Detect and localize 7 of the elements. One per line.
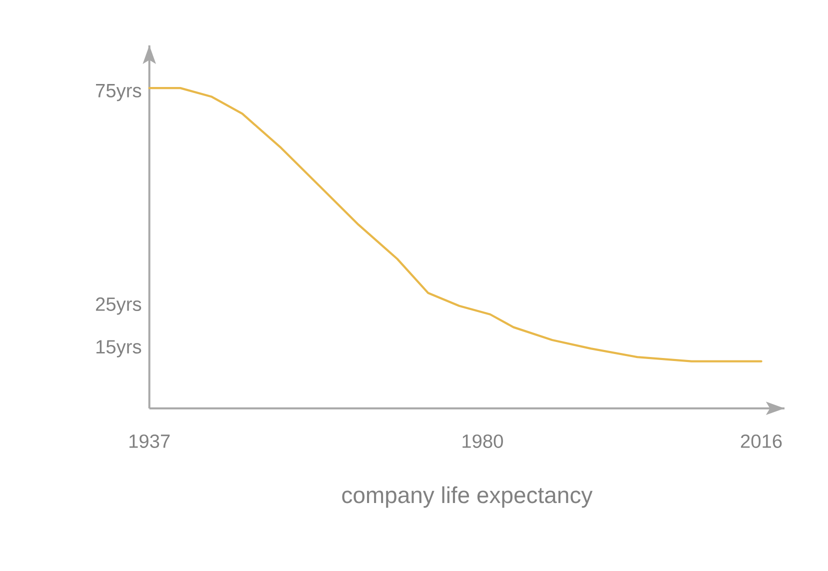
x-axis-title: company life expectancy — [342, 486, 593, 508]
x-tick-label: 1980 — [462, 434, 503, 448]
y-tick-label: 25yrs — [96, 297, 142, 315]
y-tick-label: 15yrs — [96, 340, 142, 358]
x-tick-label: 1937 — [130, 434, 170, 448]
x-tick-label: 2016 — [740, 434, 782, 448]
y-tick-label: 75yrs — [96, 84, 142, 102]
